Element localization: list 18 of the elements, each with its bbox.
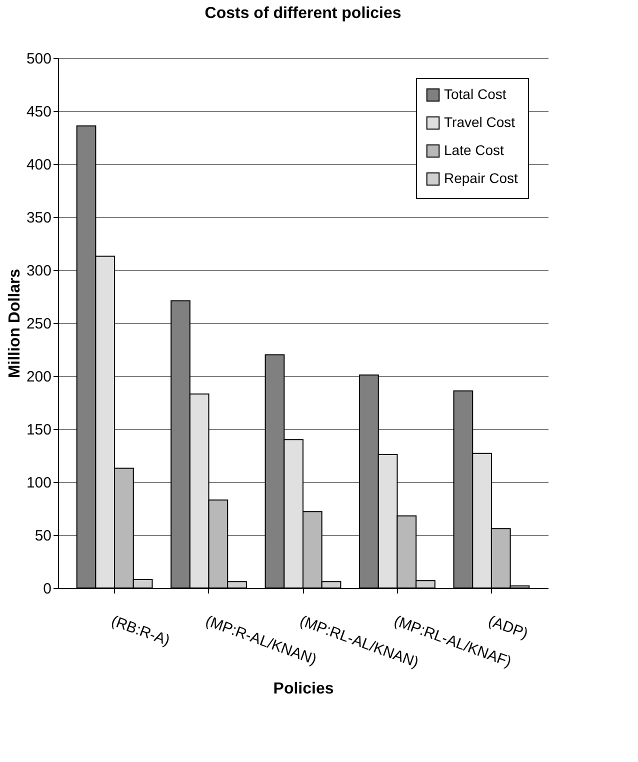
legend-label: Repair Cost — [444, 170, 518, 186]
y-tick-label: 300 — [26, 262, 52, 280]
legend-label: Travel Cost — [444, 114, 516, 130]
y-tick-label: 400 — [26, 156, 52, 174]
x-axis-title: Policies — [273, 680, 334, 698]
y-tick-label: 350 — [26, 210, 52, 226]
legend-label: Late Cost — [444, 142, 504, 158]
y-tick-label: 200 — [26, 368, 52, 386]
chart-title: Costs of different policies — [204, 5, 402, 22]
y-tick-label: 0 — [43, 580, 52, 598]
y-axis-title: Million Dollars — [6, 268, 24, 378]
y-tick-label: 150 — [26, 422, 52, 438]
y-tick-label: 250 — [26, 316, 52, 332]
y-tick-label: 50 — [34, 528, 52, 544]
y-tick-label: 450 — [26, 104, 52, 120]
y-tick-label: 500 — [26, 50, 52, 68]
legend-label: Total Cost — [444, 86, 506, 102]
y-tick-label: 100 — [26, 474, 52, 492]
